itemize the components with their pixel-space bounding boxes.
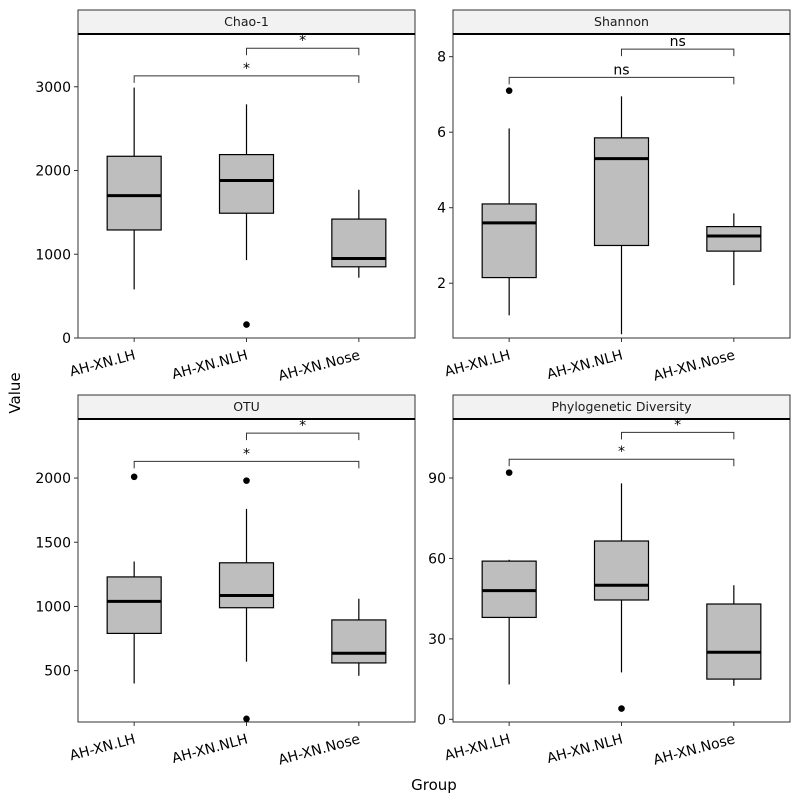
facet-strip [452, 394, 791, 420]
facet-title: Phylogenetic Diversity [551, 399, 692, 414]
x-tick-label: AH-XN.Nose [652, 731, 737, 768]
box-ah-xn-lh [481, 469, 537, 685]
significance-label: * [243, 61, 250, 77]
box-ah-xn-lh [106, 473, 162, 684]
box-ah-xn-nlh [593, 483, 650, 712]
box-ah-xn-lh [106, 87, 162, 290]
significance-label: * [299, 33, 306, 49]
bracket-line [246, 47, 360, 56]
bracket-line [133, 75, 360, 83]
y-tick-label: 3000 [35, 80, 71, 96]
outlier-point [505, 87, 513, 94]
panel-2: Shannon 2 4 6 8 AH-XN.LH AH-XN.NLH AH-XN.Nose ns… [437, 9, 791, 385]
y-tick-label: 2 [437, 276, 446, 292]
x-tick-label: AH-XN.LH [68, 347, 137, 380]
y-tick-label: 1000 [35, 247, 71, 263]
significance-label: * [243, 446, 250, 462]
x-axis-title: Group [411, 776, 457, 794]
significance-bracket: * [246, 33, 360, 56]
box-ah-xn-nose [331, 189, 387, 278]
iqr-box [593, 540, 650, 601]
bracket-line [246, 432, 360, 441]
significance-bracket: ns [508, 62, 735, 85]
significance-bracket: * [621, 417, 735, 440]
bracket-line [621, 431, 735, 440]
significance-label: ns [613, 62, 629, 78]
x-tick-label: AH-XN.NLH [545, 731, 624, 767]
bracket-line [133, 460, 360, 469]
outlier-point [243, 321, 250, 328]
outlier-point [243, 477, 250, 484]
x-tick-label: AH-XN.NLH [170, 731, 249, 767]
x-tick-label: AH-XN.LH [443, 347, 512, 380]
facet-strip [452, 9, 791, 35]
iqr-box [706, 603, 762, 680]
outlier-point [618, 705, 625, 712]
panel-3: OTU 500 1000 1500 2000 AH-XN.LH AH-XN.NLH AH-XN… [35, 394, 416, 769]
panel-4: Phylogenetic Diversity 0 30 60 90 AH-XN.LH AH-… [428, 394, 791, 769]
iqr-box [481, 203, 537, 279]
iqr-box [106, 155, 162, 231]
bracket-line [508, 458, 735, 467]
y-tick-label: 2000 [35, 471, 71, 487]
facet-title: OTU [233, 399, 260, 414]
significance-label: * [618, 444, 625, 460]
y-tick-label: 1000 [35, 599, 71, 615]
y-tick-label: 8 [437, 50, 446, 66]
iqr-box [331, 619, 387, 664]
x-tick-label: AH-XN.NLH [170, 347, 249, 383]
box-ah-xn-lh [481, 87, 537, 316]
x-tick-label: AH-XN.Nose [277, 347, 362, 384]
significance-label: * [299, 418, 306, 434]
iqr-box [593, 137, 650, 247]
outlier-point [243, 715, 250, 723]
iqr-box [706, 225, 762, 252]
box-ah-xn-nose [706, 213, 762, 286]
y-tick-label: 1500 [35, 535, 71, 551]
box-ah-xn-nlh [218, 104, 275, 328]
significance-bracket: ns [621, 34, 735, 57]
iqr-box [218, 153, 275, 214]
significance-bracket: * [133, 446, 360, 469]
outlier-point [130, 473, 138, 481]
facet-title: Chao-1 [224, 14, 269, 29]
facet-strip [77, 394, 416, 420]
facet-title: Shannon [594, 14, 649, 29]
y-tick-label: 0 [437, 712, 446, 728]
x-tick-label: AH-XN.LH [68, 731, 137, 764]
bracket-line [508, 76, 735, 85]
facet-strip [77, 9, 416, 35]
y-tick-label: 0 [62, 331, 71, 347]
y-tick-label: 60 [428, 551, 446, 567]
x-tick-label: AH-XN.NLH [545, 347, 624, 383]
iqr-box [106, 576, 162, 635]
significance-label: * [674, 417, 681, 433]
box-ah-xn-nlh [593, 96, 650, 335]
outlier-point [505, 469, 513, 476]
bracket-line [621, 48, 735, 57]
y-axis-title: Value [6, 372, 24, 413]
significance-bracket: * [133, 61, 360, 83]
y-tick-label: 4 [437, 201, 446, 217]
y-tick-label: 2000 [35, 164, 71, 180]
y-tick-label: 30 [428, 632, 446, 648]
iqr-box [218, 562, 275, 609]
y-tick-label: 500 [44, 664, 71, 680]
box-ah-xn-nlh [218, 477, 275, 723]
significance-label: ns [670, 34, 686, 50]
panel-1: Chao-1 0 1000 2000 3000 AH-XN.LH AH-XN.NLH AH-X… [35, 9, 416, 385]
x-tick-label: AH-XN.Nose [652, 347, 737, 384]
significance-bracket: * [246, 418, 360, 441]
box-ah-xn-nose [331, 598, 387, 676]
box-ah-xn-nose [706, 585, 762, 686]
x-tick-label: AH-XN.Nose [277, 731, 362, 768]
y-tick-label: 90 [428, 471, 446, 487]
x-tick-label: AH-XN.LH [443, 731, 512, 764]
y-tick-label: 6 [437, 125, 446, 141]
significance-bracket: * [508, 444, 735, 467]
